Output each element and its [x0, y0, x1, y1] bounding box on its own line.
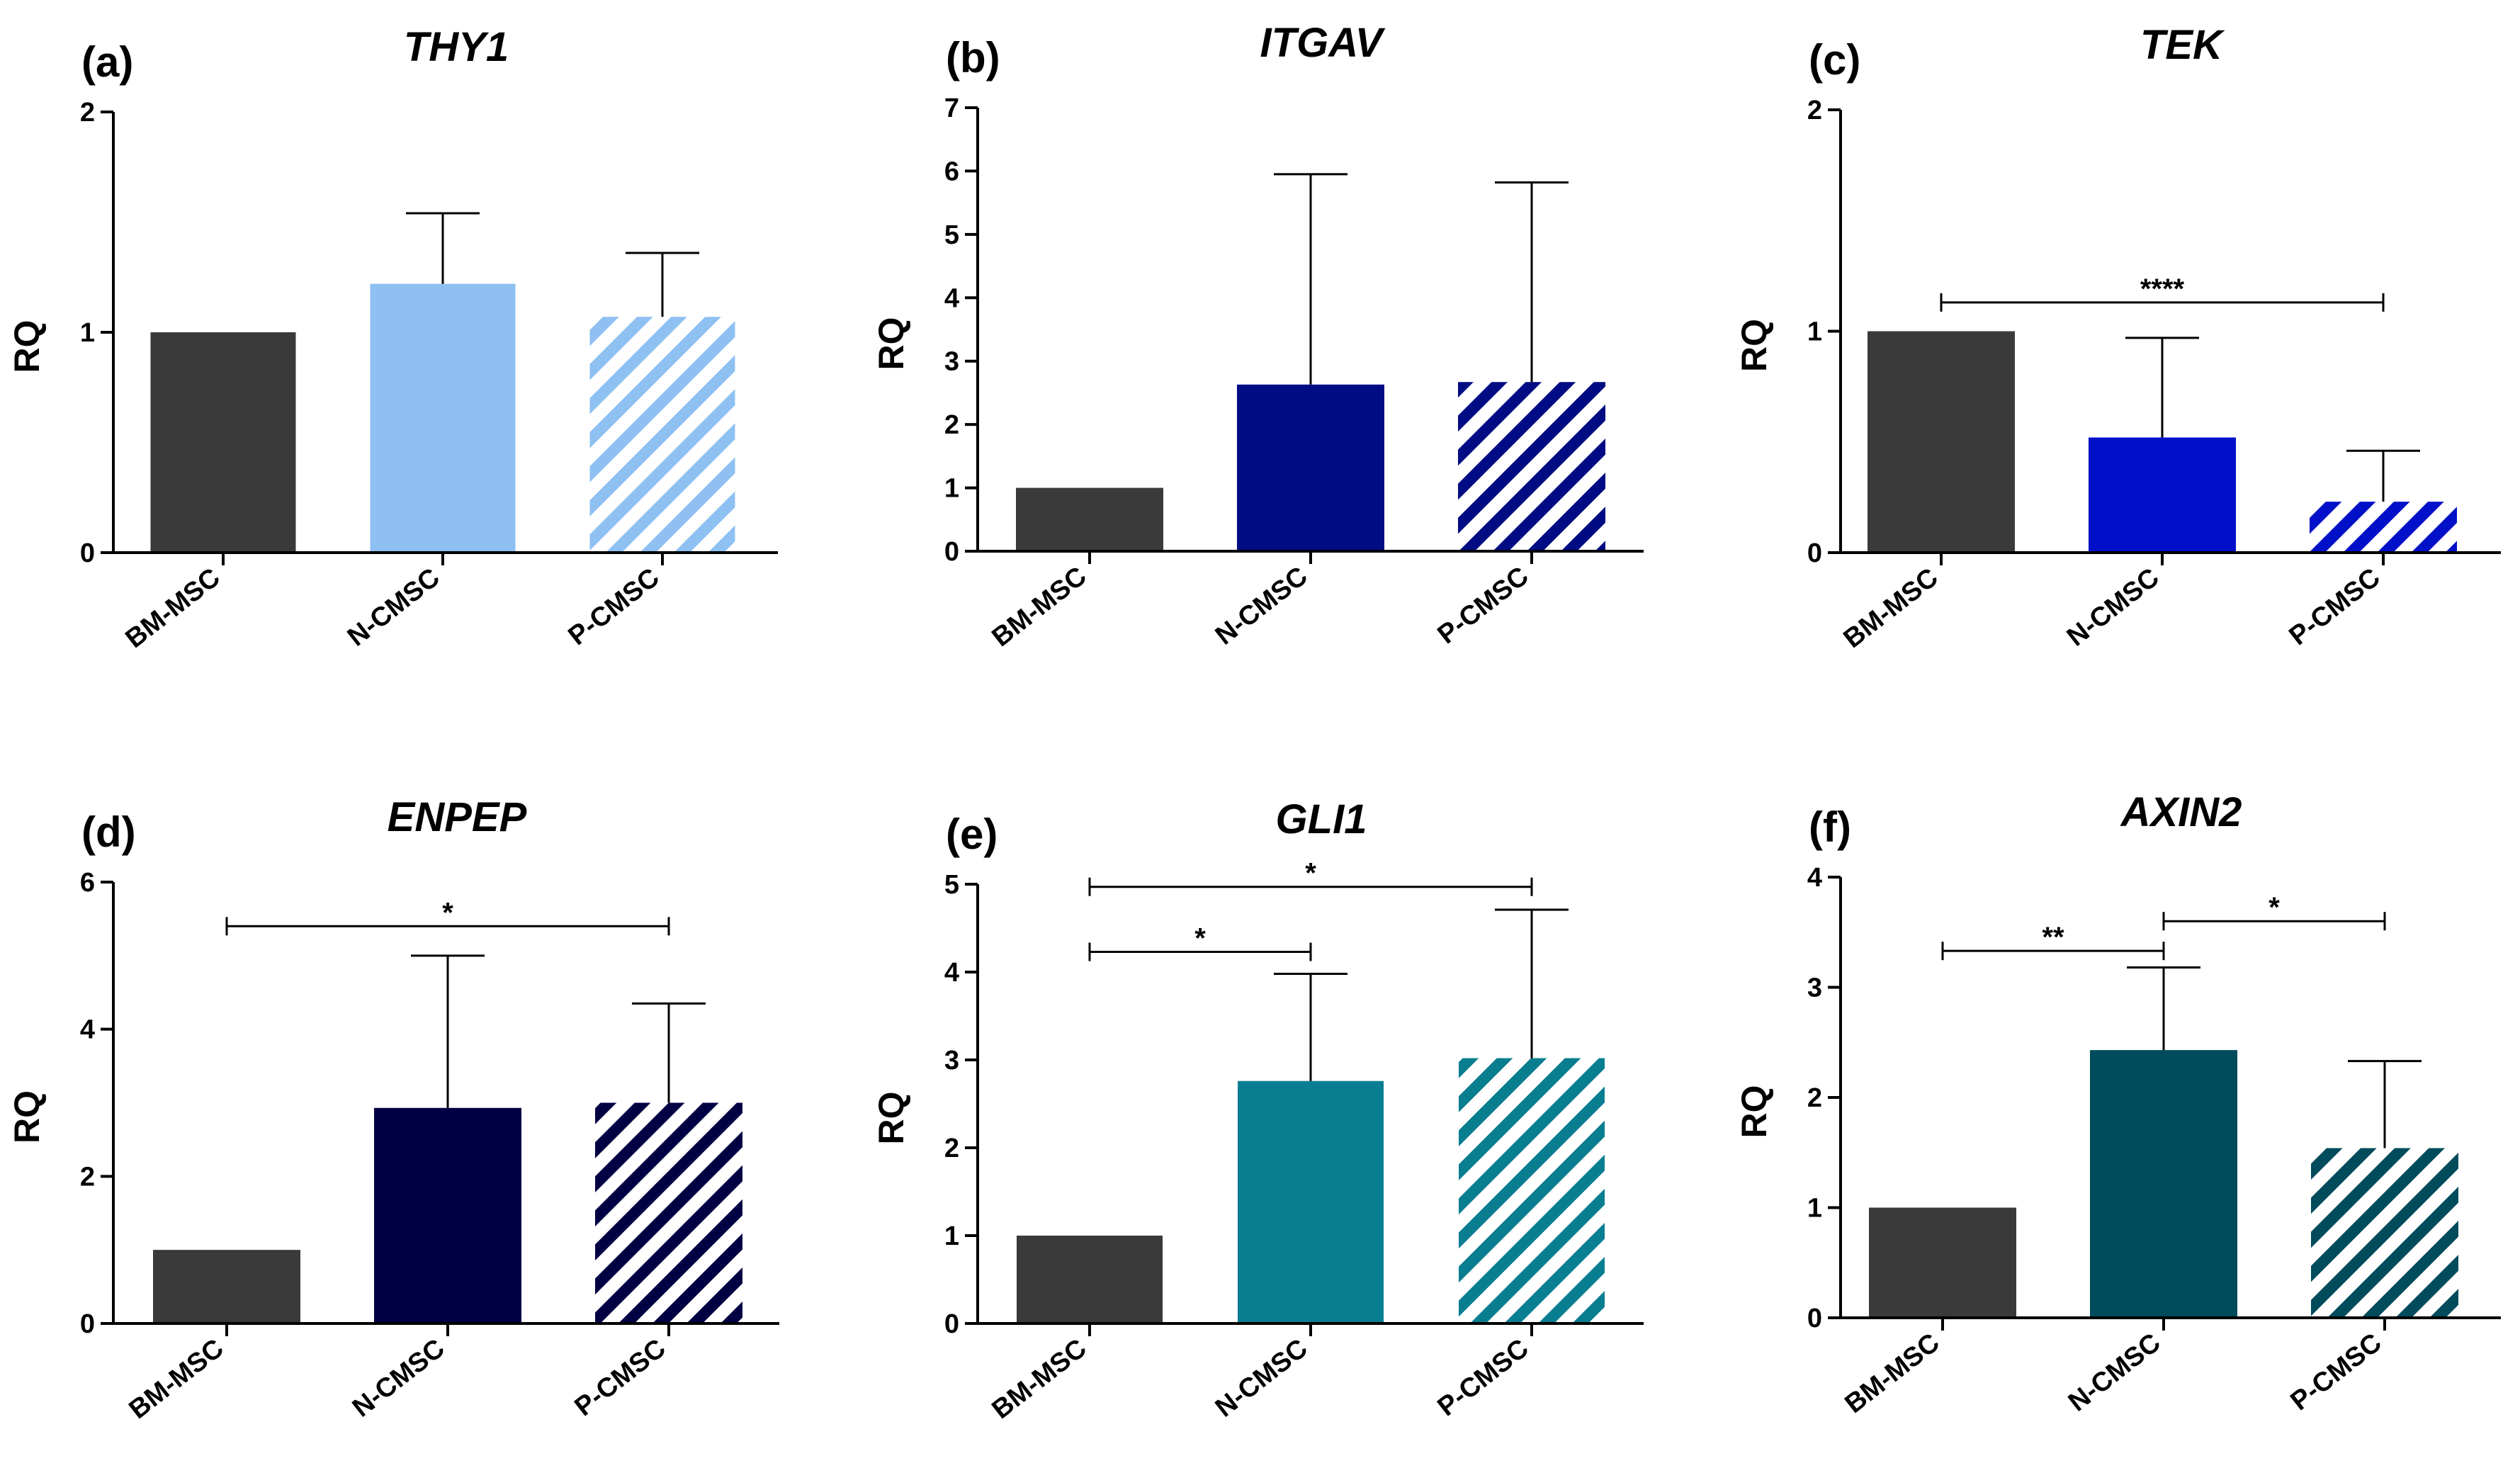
x-tick-label: N-CMSC — [347, 1333, 451, 1423]
y-tick-label: 2 — [80, 1162, 95, 1192]
panel-c: (c) TEK RQ 0 1 2 BM-MSC N-CMSC P-CMSC **** — [1734, 22, 2501, 654]
x-tick-label: N-CMSC — [342, 563, 446, 653]
x-tick-label: BM-MSC — [120, 563, 226, 654]
panel-label: (c) — [1809, 36, 1860, 84]
y-axis-label: RQ — [1734, 319, 1774, 372]
x-tick-label: N-CMSC — [1210, 561, 1313, 651]
bar-bm-msc — [1016, 487, 1163, 551]
bar-p-cmsc — [1458, 382, 1605, 551]
x-tick-label: BM-MSC — [987, 561, 1092, 653]
y-tick-label: 0 — [80, 538, 95, 568]
x-tick-label: N-CMSC — [1210, 1333, 1313, 1423]
panel-label: (b) — [946, 34, 1000, 81]
bar-bm-msc — [1869, 1207, 2016, 1318]
panel-label: (f) — [1809, 803, 1851, 851]
bar-p-cmsc — [2311, 1148, 2458, 1318]
x-tick-label: P-CMSC — [570, 1333, 672, 1422]
significance-label: **** — [2140, 273, 2185, 305]
bar-p-cmsc — [595, 1102, 742, 1323]
x-tick-label: BM-MSC — [1838, 563, 1944, 654]
y-tick-label: 5 — [944, 220, 959, 250]
y-tick-label: 1 — [1807, 1194, 1822, 1224]
x-tick-label: P-CMSC — [2285, 1328, 2388, 1416]
panel-e: (e) GLI1 RQ 0 1 2 3 4 5 BM-MSC N-CMSC P-CMSC * * — [871, 796, 1644, 1425]
y-tick-label: 3 — [944, 347, 959, 377]
y-tick-label: 7 — [944, 94, 959, 123]
y-tick-label: 4 — [944, 283, 959, 313]
y-tick-label: 6 — [944, 157, 959, 186]
y-tick-label: 5 — [944, 870, 959, 900]
chart-title: AXIN2 — [2120, 789, 2242, 835]
x-tick-label: P-CMSC — [563, 563, 665, 651]
panel-label: (e) — [946, 811, 998, 858]
chart-title: GLI1 — [1276, 796, 1367, 842]
bar-bm-msc — [150, 332, 296, 553]
bar-n-cmsc — [1237, 384, 1384, 551]
panel-d: (d) ENPEP RQ 0 2 4 6 BM-MSC N-CMSC P-CMSC * — [7, 794, 779, 1425]
y-tick-label: 1 — [944, 1221, 959, 1251]
x-tick-label: N-CMSC — [2063, 1328, 2166, 1418]
y-axis-label: RQ — [1734, 1085, 1774, 1139]
y-tick-label: 2 — [1807, 1083, 1822, 1113]
y-tick-label: 3 — [1807, 973, 1822, 1003]
y-tick-label: 2 — [944, 410, 959, 440]
significance-label: ** — [2042, 922, 2064, 953]
panel-b: (b) ITGAV RQ 0 1 2 3 4 5 6 7 BM-MSC N-CMSC P-CMSC — [871, 20, 1644, 653]
panel-label: (d) — [81, 808, 136, 856]
x-tick-label: P-CMSC — [1433, 1333, 1535, 1422]
x-tick-label: P-CMSC — [2284, 563, 2386, 651]
y-axis-label: RQ — [871, 1092, 911, 1145]
x-tick-label: P-CMSC — [1433, 561, 1535, 650]
y-tick-label: 4 — [944, 958, 959, 988]
x-tick-label: N-CMSC — [2062, 563, 2165, 653]
x-tick-label: BM-MSC — [1840, 1328, 1945, 1419]
y-axis-label: RQ — [7, 1090, 47, 1144]
bar-bm-msc — [153, 1250, 300, 1323]
y-tick-label: 1 — [944, 474, 959, 504]
x-tick-label: BM-MSC — [124, 1333, 230, 1425]
chart-title: TEK — [2140, 22, 2225, 68]
y-tick-label: 2 — [944, 1134, 959, 1163]
y-axis-label: RQ — [7, 320, 47, 373]
chart-title: THY1 — [404, 24, 509, 70]
panel-a: (a) THY1 RQ 0 1 2 BM-MSC N-CMSC P-CMSC — [7, 24, 778, 654]
y-tick-label: 4 — [1807, 863, 1822, 893]
bar-n-cmsc — [2090, 1050, 2237, 1318]
chart-title: ITGAV — [1260, 20, 1386, 66]
y-tick-label: 6 — [80, 868, 95, 898]
significance-label: * — [1194, 922, 1206, 954]
significance-label: * — [1305, 858, 1316, 889]
y-tick-label: 0 — [1807, 1304, 1822, 1333]
bar-bm-msc — [1017, 1236, 1163, 1323]
y-tick-label: 0 — [944, 537, 959, 567]
significance-label: * — [442, 897, 453, 928]
chart-title: ENPEP — [388, 794, 527, 840]
y-tick-label: 0 — [1807, 538, 1822, 568]
y-axis-label: RQ — [871, 317, 911, 371]
panel-label: (a) — [81, 38, 133, 86]
bar-n-cmsc — [2089, 437, 2236, 553]
y-tick-label: 4 — [80, 1015, 95, 1045]
bar-bm-msc — [1868, 331, 2015, 553]
y-tick-label: 2 — [80, 98, 95, 128]
y-tick-label: 1 — [80, 318, 95, 348]
x-tick-label: BM-MSC — [987, 1333, 1092, 1425]
y-tick-label: 0 — [944, 1309, 959, 1339]
bar-p-cmsc — [1459, 1058, 1605, 1323]
y-tick-label: 0 — [80, 1309, 95, 1339]
bar-n-cmsc — [374, 1107, 521, 1323]
y-tick-label: 3 — [944, 1046, 959, 1075]
bar-n-cmsc — [370, 283, 516, 553]
bar-n-cmsc — [1238, 1080, 1384, 1323]
y-tick-label: 2 — [1807, 96, 1822, 125]
bar-p-cmsc — [589, 317, 735, 553]
y-tick-label: 1 — [1807, 317, 1822, 347]
significance-label: * — [2268, 892, 2280, 923]
bar-p-cmsc — [2310, 502, 2457, 553]
